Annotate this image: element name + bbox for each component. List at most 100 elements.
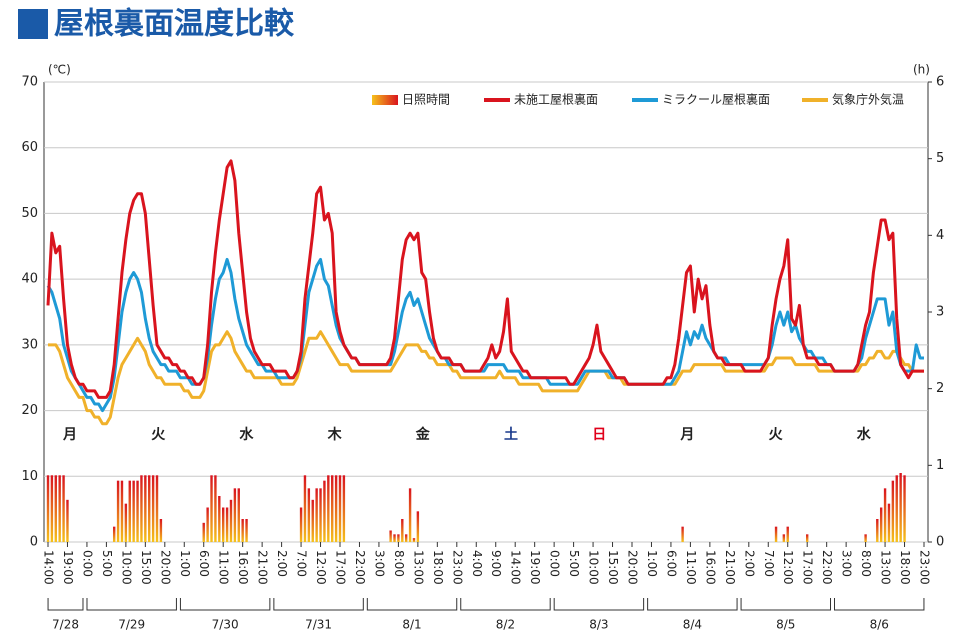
x-tick-label: 11:00 (684, 550, 698, 585)
sunshine-bar (879, 507, 883, 542)
sunshine-bar (903, 475, 906, 542)
x-tick-label: 2:00 (742, 550, 756, 577)
weekday-label: 金 (415, 426, 431, 443)
sunshine-bar (210, 475, 213, 542)
sunshine-bar (136, 480, 139, 542)
y-tick-label: 60 (21, 140, 38, 155)
x-tick-label: 3:00 (372, 550, 386, 577)
sunshine-bar (864, 534, 867, 542)
x-tick-label: 5:00 (567, 550, 581, 577)
x-tick-label: 23:00 (918, 550, 932, 585)
y2-tick-label: 1 (936, 458, 944, 473)
date-bracket (273, 598, 364, 611)
x-tick-label: 1:00 (178, 550, 192, 577)
date-bracket (86, 598, 177, 611)
date-label: 8/1 (402, 618, 421, 632)
sunshine-bar (148, 475, 151, 542)
weekday-label: 土 (504, 426, 518, 443)
sunshine-bar (202, 522, 205, 542)
sunshine-bar (342, 475, 346, 542)
x-tick-label: 1:00 (645, 550, 659, 577)
sunshine-bar (774, 526, 778, 542)
sunshine-bar (237, 488, 240, 542)
sunshine-bar (303, 475, 307, 542)
x-tick-label: 14:00 (509, 550, 523, 585)
x-tick-label: 20:00 (158, 550, 172, 585)
series-line (48, 330, 924, 426)
sunshine-bar (155, 475, 159, 542)
x-tick-label: 21:00 (256, 550, 270, 585)
y-tick-label: 0 (30, 535, 38, 550)
date-label: 8/6 (870, 618, 889, 632)
date-label: 7/31 (305, 618, 332, 632)
date-bracket (740, 598, 832, 611)
chart-title: 屋根裏面温度比較 (54, 7, 295, 42)
date-label: 8/3 (589, 618, 608, 632)
y2-tick-label: 2 (936, 381, 944, 396)
sunshine-bar (876, 519, 879, 542)
sunshine-bar (66, 499, 69, 542)
sunshine-bar (401, 519, 404, 542)
legend-label: 未施工屋根裏面 (514, 92, 598, 107)
y-tick-label: 10 (21, 469, 38, 484)
weekday-label: 水 (857, 426, 872, 443)
x-tick-label: 19:00 (61, 550, 75, 585)
date-bracket (179, 598, 271, 611)
date-label: 8/4 (683, 618, 702, 632)
date-label: 7/28 (52, 618, 79, 632)
weekday-label: 火 (151, 427, 166, 443)
sunshine-bar (338, 475, 342, 542)
sunshine-bar (681, 526, 684, 542)
x-tick-label: 0:00 (80, 550, 94, 577)
sunshine-bar (116, 480, 120, 542)
sunshine-bar (319, 488, 322, 542)
sunshine-bar (46, 475, 50, 542)
x-tick-label: 21:00 (723, 550, 737, 585)
y2-tick-label: 6 (936, 75, 944, 90)
sunshine-bar (334, 475, 338, 542)
sunshine-bar (397, 534, 400, 542)
sunshine-bar (54, 475, 57, 542)
legend-label: 気象庁外気温 (832, 92, 904, 107)
sunshine-bar (62, 475, 65, 542)
sunshine-bar (124, 503, 128, 542)
title-marker (18, 9, 48, 39)
y-tick-label: 40 (21, 272, 38, 287)
sunshine-bar (159, 519, 163, 542)
x-tick-label: 3:00 (840, 550, 854, 577)
date-bracket (47, 598, 84, 611)
x-tick-label: 19:00 (528, 550, 542, 585)
y-tick-label: 70 (21, 75, 38, 90)
x-tick-label: 18:00 (431, 550, 445, 585)
date-bracket (553, 598, 645, 611)
x-tick-label: 4:00 (470, 550, 484, 577)
date-bracket (460, 598, 551, 611)
x-tick-label: 6:00 (664, 550, 678, 577)
weekday-label: 日 (592, 427, 606, 443)
x-tick-label: 9:00 (489, 550, 503, 577)
x-tick-label: 14:00 (42, 550, 56, 585)
x-tick-label: 7:00 (295, 550, 309, 577)
x-tick-label: 13:00 (879, 550, 893, 585)
sunshine-bar (140, 475, 143, 542)
date-label: 7/30 (212, 618, 239, 632)
sunshine-bar (233, 488, 237, 542)
date-label: 8/2 (496, 618, 515, 632)
weekday-label: 火 (769, 427, 784, 443)
x-tick-label: 10:00 (587, 550, 601, 585)
sunshine-bar (891, 480, 895, 542)
y2-axis-unit: (h) (913, 63, 930, 77)
series-line (46, 159, 924, 399)
sunshine-bar (120, 480, 124, 542)
sunshine-bar (315, 488, 318, 542)
sunshine-bar (206, 507, 209, 542)
sunshine-bar (786, 526, 789, 542)
x-tick-label: 8:00 (392, 550, 406, 577)
y2-tick-label: 5 (936, 151, 944, 166)
x-tick-label: 6:00 (197, 550, 211, 577)
x-tick-label: 10:00 (119, 550, 133, 585)
date-label: 7/29 (118, 618, 145, 632)
sunshine-bar (883, 488, 887, 542)
sunshine-bar (245, 519, 248, 542)
